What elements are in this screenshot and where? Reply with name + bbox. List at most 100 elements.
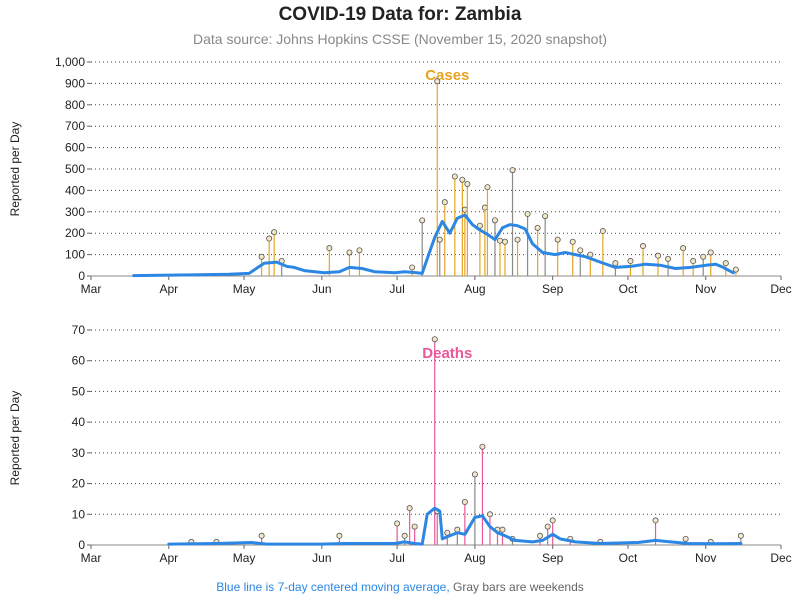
cases-point — [459, 176, 466, 183]
cases-ytick-label: 600 — [65, 141, 85, 155]
cases-point — [501, 238, 508, 245]
cases-point — [577, 247, 584, 254]
cases-point — [732, 266, 739, 273]
deaths-ytick-label: 20 — [72, 477, 86, 491]
cases-point — [496, 237, 503, 244]
cases-point — [464, 180, 471, 187]
cases-point — [326, 245, 333, 252]
cases-point — [509, 167, 516, 174]
cases-panel-label: Cases — [425, 67, 469, 84]
cases-point — [514, 236, 521, 243]
cases-ytick-label: 200 — [65, 226, 85, 240]
deaths-point — [537, 532, 544, 539]
cases-y-axis-title: Reported per Day — [8, 122, 22, 217]
chart-subtitle: Data source: Johns Hopkins CSSE (Novembe… — [193, 31, 607, 47]
cases-point — [700, 253, 707, 260]
cases-ytick-label: 700 — [65, 119, 85, 133]
cases-point — [434, 78, 441, 85]
deaths-ytick-label: 30 — [72, 446, 86, 460]
deaths-ytick-label: 50 — [72, 384, 86, 398]
cases-point — [481, 204, 488, 211]
cases-point — [599, 228, 606, 235]
cases-point — [655, 252, 662, 259]
deaths-panel-label: Deaths — [422, 345, 472, 362]
cases-point — [461, 206, 468, 213]
deaths-point — [499, 526, 506, 533]
deaths-point — [479, 443, 486, 450]
cases-ytick-label: 800 — [65, 98, 85, 112]
cases-ytick-label: 100 — [65, 248, 85, 262]
deaths-ytick-label: 10 — [72, 507, 86, 521]
cases-xtick-label: Dec — [770, 282, 791, 296]
cases-xtick-label: Aug — [464, 282, 485, 296]
deaths-xtick-label: Jun — [312, 551, 331, 565]
deaths-point — [411, 523, 418, 530]
cases-point — [484, 184, 491, 191]
deaths-xtick-label: Sep — [542, 551, 564, 565]
cases-ytick-label: 500 — [65, 162, 85, 176]
deaths-xtick-label: Nov — [695, 551, 716, 565]
footnote-weekends: Gray bars are weekends — [453, 580, 584, 594]
cases-point — [356, 247, 363, 254]
cases-ytick-label: 400 — [65, 183, 85, 197]
deaths-xtick-label: Dec — [770, 551, 791, 565]
cases-point — [722, 260, 729, 267]
cases-xtick-label: Sep — [542, 282, 564, 296]
cases-point — [266, 235, 273, 242]
deaths-point — [549, 517, 556, 524]
deaths-point — [461, 498, 468, 505]
cases-point — [542, 213, 549, 220]
cases-point — [271, 229, 278, 236]
deaths-point — [258, 532, 265, 539]
deaths-xtick-label: Aug — [464, 551, 485, 565]
cases-xtick-label: Jun — [312, 282, 331, 296]
cases-point — [419, 217, 426, 224]
chart-footnote: Blue line is 7-day centered moving avera… — [0, 580, 800, 594]
cases-point — [640, 243, 647, 250]
cases-point — [451, 173, 458, 180]
cases-point — [554, 236, 561, 243]
cases-point — [680, 245, 687, 252]
cases-point — [707, 249, 714, 256]
chart-title: COVID-19 Data for: Zambia — [278, 4, 522, 25]
deaths-point — [336, 532, 343, 539]
cases-ytick-label: 900 — [65, 76, 85, 90]
deaths-xtick-label: Oct — [619, 551, 638, 565]
cases-xtick-label: Jul — [389, 282, 404, 296]
cases-point — [612, 260, 619, 267]
cases-point — [524, 210, 531, 217]
deaths-point — [394, 520, 401, 527]
deaths-ytick-label: 70 — [72, 323, 86, 337]
deaths-point — [406, 505, 413, 512]
cases-point — [569, 238, 576, 245]
cases-ytick-label: 1,000 — [55, 55, 85, 69]
cases-point — [665, 255, 672, 262]
deaths-point — [737, 532, 744, 539]
cases-point — [627, 258, 634, 265]
deaths-point — [471, 471, 478, 478]
deaths-point — [431, 336, 438, 343]
deaths-xtick-label: May — [233, 551, 256, 565]
deaths-ytick-label: 60 — [72, 354, 86, 368]
deaths-point — [682, 535, 689, 542]
cases-point — [436, 236, 443, 243]
cases-xtick-label: Nov — [695, 282, 716, 296]
cases-point — [258, 253, 265, 260]
deaths-xtick-label: Jul — [389, 551, 404, 565]
cases-point — [346, 249, 353, 256]
cases-xtick-label: Oct — [619, 282, 638, 296]
cases-xtick-label: Mar — [81, 282, 102, 296]
deaths-point — [486, 511, 493, 518]
cases-point — [534, 224, 541, 231]
deaths-moving-average-line — [167, 506, 743, 546]
cases-xtick-label: Apr — [159, 282, 178, 296]
cases-moving-average-line — [132, 213, 735, 278]
deaths-y-axis-title: Reported per Day — [8, 391, 22, 486]
cases-xtick-label: May — [233, 282, 256, 296]
cases-point — [441, 199, 448, 206]
cases-ytick-label: 300 — [65, 205, 85, 219]
deaths-ytick-label: 0 — [78, 538, 85, 552]
deaths-point — [652, 517, 659, 524]
